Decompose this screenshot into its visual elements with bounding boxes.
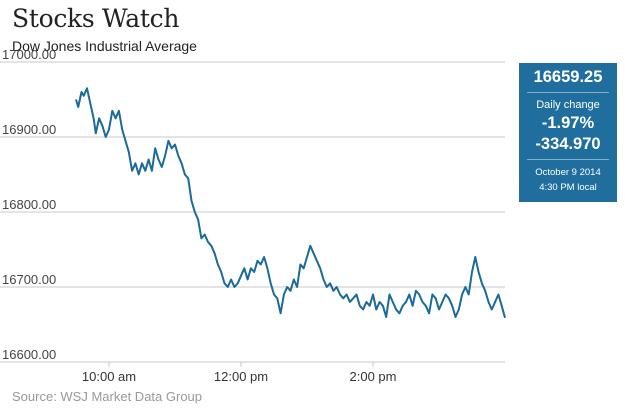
y-tick-label: 16700.00 — [2, 272, 56, 287]
y-tick-label: 17000.00 — [2, 47, 56, 62]
quote-time: 4:30 PM local — [539, 182, 597, 193]
x-tick-label: 12:00 pm — [214, 369, 268, 384]
source-note: Source: WSJ Market Data Group — [12, 389, 203, 404]
y-tick-label: 16900.00 — [2, 122, 56, 137]
current-value: 16659.25 — [533, 68, 603, 86]
x-tick-label: 10:00 am — [82, 369, 136, 384]
chart-title: Stocks Watch — [12, 4, 180, 33]
change-points: -334.970 — [535, 135, 601, 153]
info-divider — [527, 92, 609, 93]
y-axis-ticks: 17000.00 16900.00 16800.00 16700.00 16600.00 — [2, 47, 56, 362]
y-tick-label: 16600.00 — [2, 347, 56, 362]
x-tick-label: 2:00 pm — [350, 369, 397, 384]
chart-subtitle: Dow Jones Industrial Average — [12, 38, 197, 54]
daily-change-label: Daily change — [536, 99, 600, 111]
quote-info-box: 16659.25 Daily change -1.97% -334.970 Oc… — [519, 63, 617, 202]
series-layer — [75, 87, 506, 319]
quote-date: October 9 2014 — [535, 167, 601, 178]
series-line-0 — [75, 87, 506, 319]
gridlines — [0, 61, 505, 363]
change-percent: -1.97% — [541, 114, 595, 132]
info-divider-lower — [527, 159, 609, 160]
x-axis-ticks: 10:00 am 12:00 pm 2:00 pm — [82, 362, 397, 384]
y-tick-label: 16800.00 — [2, 197, 56, 212]
